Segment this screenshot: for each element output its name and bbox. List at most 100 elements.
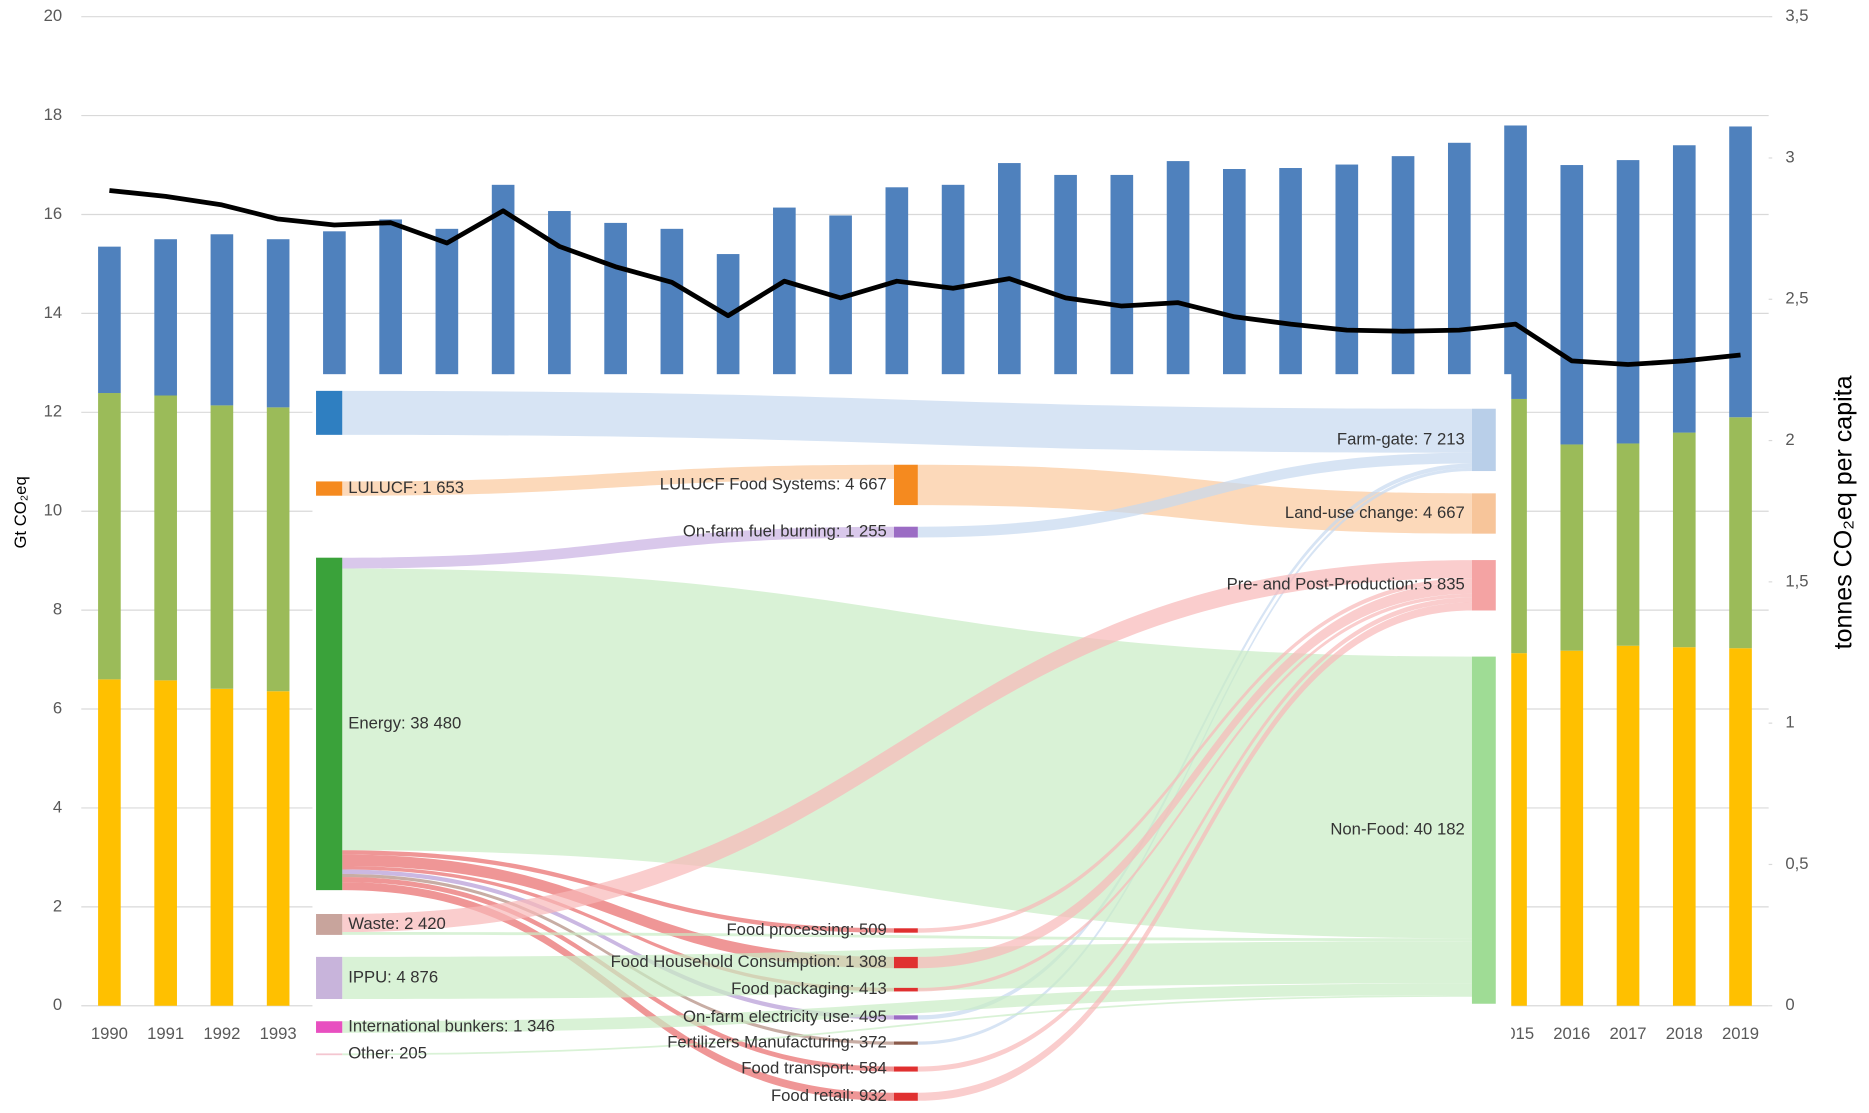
- sankey-node: [1471, 656, 1496, 1004]
- x-tick-label: 2019: [1722, 1024, 1759, 1043]
- sankey-link: [342, 932, 1472, 942]
- y2-tick-label: 0,5: [1785, 854, 1808, 873]
- y-tick-label: 6: [53, 698, 62, 717]
- bar-segment: [1166, 161, 1190, 402]
- y-tick-label: 14: [44, 303, 63, 322]
- bar-segment: [154, 239, 177, 396]
- bar-segment: [1279, 168, 1302, 401]
- sankey-node-label: Food transport: 584: [741, 1058, 887, 1077]
- sankey-node-label: On-farm fuel burning: 1 255: [683, 522, 887, 541]
- y2-tick-label: 0: [1785, 995, 1794, 1014]
- bar-segment: [154, 395, 177, 681]
- bar-segment: [154, 680, 177, 1006]
- bar-segment: [210, 405, 234, 689]
- sankey-link: [917, 597, 1472, 1072]
- bar-segment: [1616, 443, 1640, 646]
- sankey-node-label: Food Household Consumption: 1 308: [611, 952, 887, 971]
- y2-axis-label: tonnes CO₂eq per capita: [1830, 375, 1858, 649]
- bar-segment: [1560, 165, 1584, 445]
- sankey-node: [893, 1066, 918, 1072]
- y2-tick-label: 3: [1785, 147, 1794, 166]
- sankey-node-label: On-farm electricity use: 495: [683, 1007, 887, 1026]
- x-tick-label: 2017: [1609, 1024, 1646, 1043]
- sankey-link: [342, 526, 894, 569]
- bar-segment: [1054, 174, 1077, 402]
- bar-segment: [435, 228, 459, 406]
- sankey-link: [917, 578, 1472, 933]
- sankey-node-label: Food processing: 509: [726, 920, 886, 939]
- y-tick-label: 20: [44, 6, 63, 25]
- bar-segment: [1616, 645, 1640, 1006]
- sankey-node-label: Food packaging: 413: [731, 979, 887, 998]
- y-tick-label: 0: [53, 995, 62, 1014]
- sankey-link: [342, 560, 1472, 933]
- bar-segment: [1616, 160, 1640, 444]
- bar-segment: [210, 688, 234, 1006]
- bar-segment: [266, 691, 290, 1006]
- bar-segment: [1447, 142, 1471, 399]
- y-tick-label: 4: [53, 797, 62, 816]
- bar-segment: [98, 246, 121, 394]
- y-tick-label: 18: [44, 105, 63, 124]
- line: [109, 188, 1741, 367]
- sankey-link: [917, 602, 1472, 1101]
- y-tick-label: 12: [44, 402, 63, 421]
- sankey-node: [893, 928, 918, 933]
- sankey-node: [893, 1092, 918, 1101]
- sankey-node: [316, 913, 343, 935]
- sankey-node-label: Pre- and Post-Production: 5 835: [1227, 575, 1465, 594]
- bar-segment: [1729, 126, 1752, 418]
- sankey-link: [342, 994, 1472, 1056]
- y-tick-label: 10: [44, 501, 63, 520]
- bar-segment: [1504, 125, 1527, 399]
- sankey-link: [342, 854, 894, 969]
- sankey-node-label: Food retail: 932: [771, 1086, 887, 1105]
- sankey-node-label: Land-use change: 4 667: [1285, 503, 1465, 522]
- y2-tick-label: 2,5: [1785, 289, 1808, 308]
- bar-segment: [98, 679, 121, 1006]
- sankey-node: [1471, 493, 1496, 534]
- sankey-node: [893, 1041, 918, 1045]
- sankey-node: [893, 956, 918, 969]
- y-tick-label: 2: [53, 896, 62, 915]
- bar-segment: [1729, 648, 1752, 1006]
- sankey-node: [1471, 408, 1496, 472]
- y2-tick-label: 3,5: [1785, 6, 1808, 25]
- sankey-link: [917, 582, 1472, 969]
- sankey-link: [342, 983, 1472, 1033]
- sankey-link: [342, 464, 894, 496]
- x-tick-label: 1990: [91, 1024, 128, 1043]
- bar-segment: [660, 228, 684, 405]
- bar-segment: [98, 393, 121, 680]
- sankey-node: [316, 390, 343, 435]
- sankey-node-label: Waste: 2 420: [348, 914, 446, 933]
- sankey-node-label: Farm-gate: 7 213: [1337, 429, 1465, 448]
- bar-segment: [1672, 647, 1696, 1006]
- sankey-node: [893, 1015, 918, 1020]
- sankey-node-label: Energy: 38 480: [348, 713, 461, 732]
- bar-segment: [266, 407, 290, 692]
- sankey-node-label: Fertilizers Manufacturing: 372: [667, 1033, 887, 1052]
- bar-segment: [266, 239, 290, 408]
- bar-segment: [773, 207, 796, 404]
- bar-segment: [323, 231, 346, 407]
- sankey-node-label: International bunkers: 1 346: [348, 1016, 555, 1035]
- sankey-node-label: LULUCF Food Systems: 4 667: [660, 474, 887, 493]
- sankey-link: [917, 452, 1472, 538]
- x-tick-label: 1991: [147, 1024, 184, 1043]
- x-tick-label: 1992: [203, 1024, 240, 1043]
- sankey-node-label: IPPU: 4 876: [348, 967, 438, 986]
- bar-segment: [716, 254, 740, 405]
- bar-segment: [1391, 156, 1415, 400]
- bar-segment: [379, 219, 402, 407]
- bar-segment: [1729, 417, 1752, 649]
- y2-tick-label: 1: [1785, 713, 1794, 732]
- bar-segment: [548, 211, 571, 406]
- bar-segment: [1672, 145, 1696, 433]
- bar-segment: [1222, 168, 1246, 401]
- sankey-node: [893, 987, 918, 992]
- bar-segment: [1560, 650, 1584, 1006]
- sankey-node: [893, 526, 918, 538]
- y-tick-label: 8: [53, 600, 62, 619]
